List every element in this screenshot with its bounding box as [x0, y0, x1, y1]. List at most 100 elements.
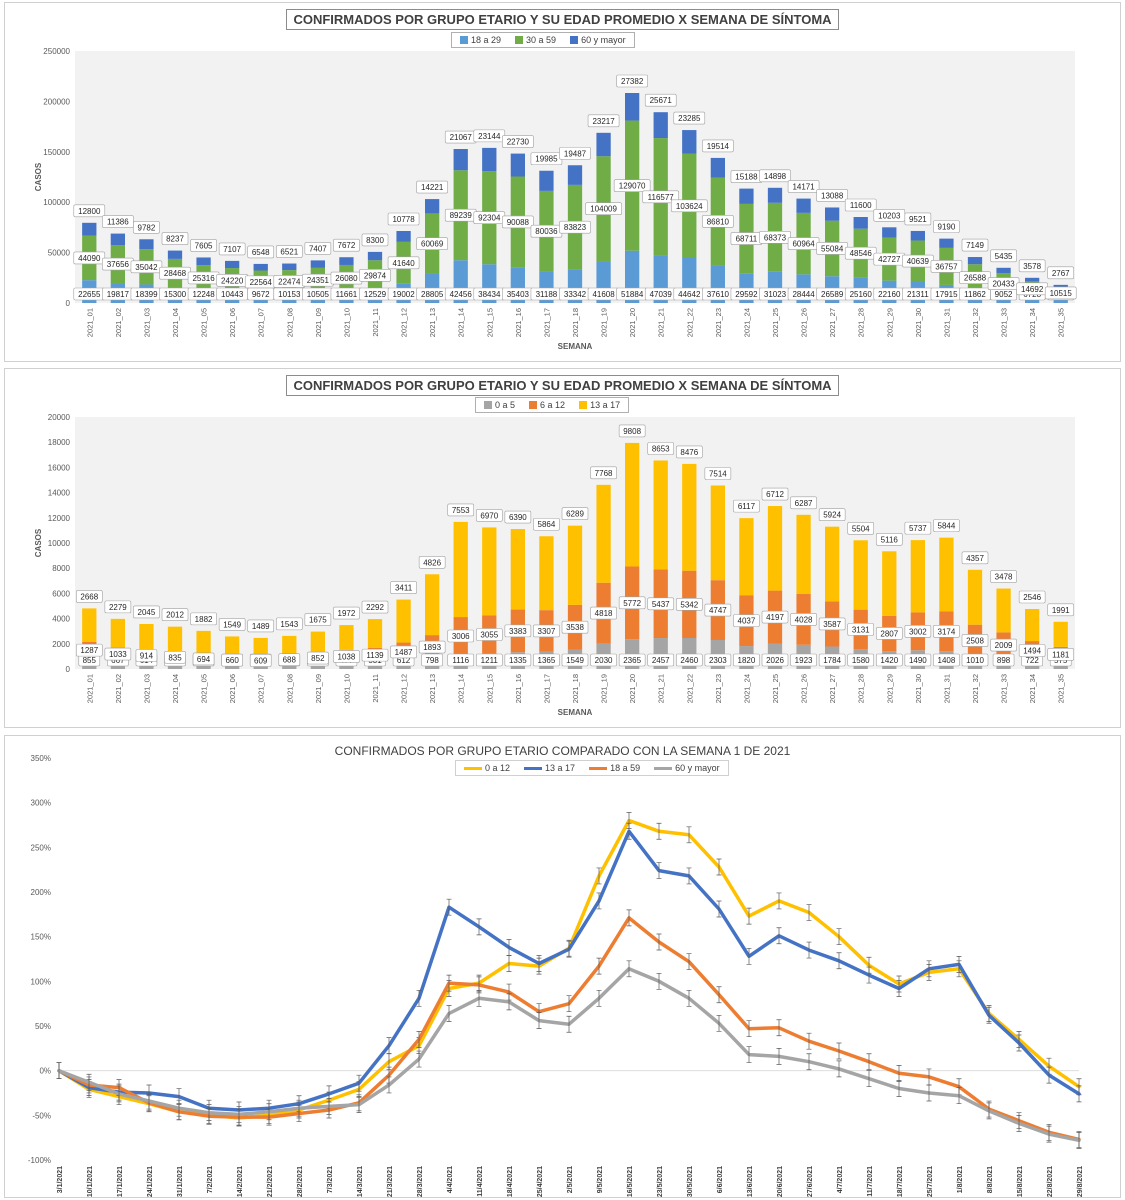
data-label-box: [1047, 603, 1075, 617]
x-tick-label: 2021_16: [514, 674, 523, 703]
legend-swatch: [654, 766, 673, 770]
x-tick-label: 2021_34: [1028, 674, 1037, 703]
data-label: 1033: [104, 647, 132, 661]
x-tick-label: 2021_06: [228, 674, 237, 703]
y-tick-label: 50%: [35, 1022, 51, 1031]
data-label: 5844: [933, 519, 960, 532]
data-label: 9190: [933, 220, 960, 233]
data-label-text: 1287: [80, 646, 98, 655]
data-label-box: [847, 653, 875, 667]
data-label: 22730: [502, 135, 534, 148]
data-label: 1287: [75, 643, 103, 657]
data-label: 7768: [590, 466, 617, 480]
x-tick-label: 2021_22: [685, 674, 694, 703]
error-bar: [56, 1062, 62, 1080]
bar-segment: [282, 635, 297, 656]
data-label-text: 44090: [78, 254, 101, 263]
data-label-text: 42727: [878, 255, 901, 264]
data-label-text: 2767: [1052, 269, 1070, 278]
error-bar: [926, 1084, 932, 1102]
x-tick-label: 2021_31: [942, 674, 951, 703]
error-bar: [716, 1014, 722, 1032]
legend-swatch: [570, 36, 579, 44]
data-label-box: [844, 198, 877, 212]
data-label-box: [533, 517, 560, 531]
data-label: 2365: [618, 653, 646, 667]
data-label-text: 8300: [366, 236, 384, 245]
error-bar: [1016, 1115, 1022, 1132]
bar-segment: [310, 260, 325, 268]
x-tick-label: 2021_19: [600, 308, 609, 337]
data-label-text: 2508: [966, 636, 984, 645]
data-label-text: 852: [311, 654, 325, 663]
data-label: 2807: [875, 627, 903, 640]
data-label-box: [875, 627, 903, 640]
error-bar: [236, 1106, 242, 1123]
error-bar: [596, 867, 602, 885]
data-label: 8653: [647, 442, 675, 455]
data-label-text: 4747: [709, 606, 727, 615]
x-tick-label: 7/2/2021: [207, 1166, 214, 1193]
x-tick-label: 7/3/2021: [327, 1166, 334, 1193]
data-label-box: [585, 202, 622, 215]
error-bar: [716, 900, 722, 918]
data-label: 6712: [761, 487, 789, 501]
bar-segment: [767, 506, 783, 591]
data-label: 89239: [444, 208, 477, 222]
data-label-box: [502, 135, 534, 148]
data-label-text: 26589: [821, 290, 844, 299]
data-label-box: [102, 215, 134, 228]
data-label-box: [933, 653, 960, 667]
data-label-box: [304, 613, 332, 626]
data-label: 1991: [1047, 603, 1075, 617]
data-label: 28468: [159, 266, 191, 280]
x-tick-label: 2021_05: [200, 674, 209, 703]
error-bar: [86, 1073, 92, 1091]
data-label-text: 29592: [735, 290, 758, 299]
data-label: 1923: [790, 653, 817, 667]
data-label-text: 10778: [392, 215, 415, 224]
data-label-box: [75, 590, 103, 603]
data-label: 5435: [990, 249, 1017, 263]
bar-segment: [339, 625, 354, 650]
error-bar: [836, 952, 842, 970]
data-label: 7107: [218, 242, 246, 256]
data-label: 40639: [902, 254, 934, 268]
bar-segment: [539, 170, 554, 191]
data-label-box: [221, 653, 243, 667]
data-label-text: 3006: [452, 632, 470, 641]
data-label-text: 2279: [109, 603, 127, 612]
data-label: 8476: [675, 445, 703, 459]
error-bar: [566, 995, 572, 1013]
bar-segment: [225, 664, 240, 669]
data-label: 10778: [387, 212, 420, 226]
x-tick-label: 2021_29: [885, 674, 894, 703]
data-label-text: 835: [168, 653, 182, 662]
data-label: 10203: [873, 209, 906, 222]
data-label-text: 3538: [566, 623, 584, 632]
data-label-text: 2303: [709, 656, 727, 665]
data-label: 19514: [702, 139, 734, 153]
data-label-text: 1543: [280, 620, 298, 629]
data-label-text: 5437: [652, 600, 670, 609]
data-label-box: [704, 603, 732, 617]
data-label: 2303: [704, 653, 732, 667]
data-label: 26588: [959, 271, 991, 284]
data-label-text: 42456: [450, 290, 473, 299]
data-label: 37656: [102, 257, 134, 271]
x-tick-label: 29/8/2021: [1077, 1166, 1084, 1197]
data-label: 44642: [673, 287, 706, 301]
chart1-title: CONFIRMADOS POR GRUPO ETARIO Y SU EDAD P…: [5, 9, 1120, 30]
data-label: 68373: [759, 230, 791, 244]
data-label-text: 22564: [250, 278, 273, 287]
data-label-box: [307, 651, 329, 665]
data-label: 1181: [1047, 648, 1075, 661]
data-label: 1010: [961, 653, 989, 667]
data-label: 4818: [590, 606, 617, 620]
data-label: 4747: [704, 603, 732, 617]
bar-segment: [796, 198, 811, 213]
data-label-text: 1784: [823, 656, 841, 665]
data-label-box: [161, 608, 189, 621]
x-tick-label: 2021_08: [285, 674, 294, 703]
x-tick-label: 30/5/2021: [687, 1166, 694, 1197]
